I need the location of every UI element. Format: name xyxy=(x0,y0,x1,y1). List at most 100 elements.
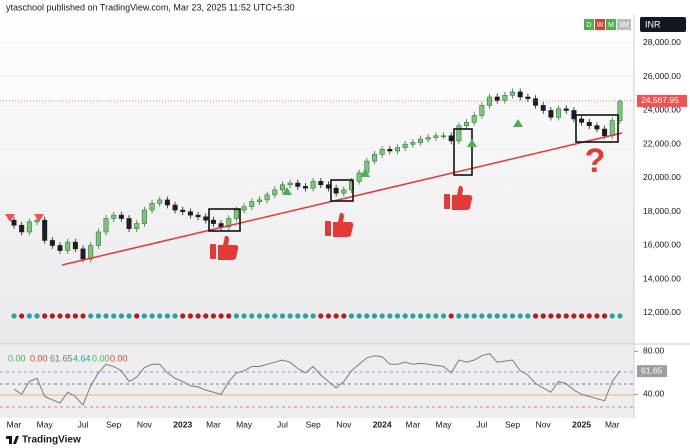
candle-body xyxy=(226,218,232,228)
candle-body xyxy=(118,214,124,219)
signal-dot xyxy=(486,313,493,319)
rsi-label: 61.65 xyxy=(641,365,663,375)
candle-body xyxy=(479,105,485,116)
signal-dot xyxy=(149,313,155,319)
readout: 4.64 xyxy=(73,353,91,363)
signal-dot xyxy=(302,313,309,319)
signal-dot xyxy=(72,313,78,319)
interval-buttons: D W M 3M xyxy=(584,19,631,30)
candle-body xyxy=(325,184,331,189)
x-tick-label: Mar xyxy=(406,419,421,429)
sell-signals xyxy=(5,214,44,222)
candle-body xyxy=(111,214,117,219)
candle-body xyxy=(95,231,101,246)
x-tick-label: 2024 xyxy=(373,419,392,429)
candle-body xyxy=(241,206,247,211)
readout: 61.65 xyxy=(50,353,73,363)
y-tick-label: 26,000.00 xyxy=(643,71,681,81)
logo-icon xyxy=(6,436,19,444)
currency-box[interactable] xyxy=(640,17,686,32)
candle-body xyxy=(302,186,308,189)
candle-body xyxy=(525,96,531,99)
x-tick-label: Jul xyxy=(78,419,89,429)
signal-dot xyxy=(279,313,286,319)
candle-body xyxy=(180,209,186,213)
candle-body xyxy=(579,118,585,123)
candle-body xyxy=(203,216,209,221)
candle-body xyxy=(617,100,623,121)
signal-dot xyxy=(49,313,55,319)
up-triangle xyxy=(467,139,477,147)
up-triangle xyxy=(360,169,370,177)
x-tick-label: Mar xyxy=(206,419,221,429)
candle-body xyxy=(517,91,523,98)
signal-dot xyxy=(348,313,355,319)
interval-button[interactable] xyxy=(606,19,616,30)
x-tick-label: Sep xyxy=(505,419,520,429)
candle-body xyxy=(540,105,546,111)
signal-dot xyxy=(80,313,86,319)
box xyxy=(575,114,619,143)
candle-body xyxy=(272,189,278,196)
signal-dot xyxy=(494,313,500,319)
y-tick-label: 24,000.00 xyxy=(643,105,681,115)
signal-dot xyxy=(218,313,224,319)
x-tick-label: 2025 xyxy=(572,419,591,429)
candle-body xyxy=(464,121,470,126)
interval-button[interactable] xyxy=(595,19,605,30)
candle-body xyxy=(295,182,301,187)
signal-dot xyxy=(210,313,217,319)
trendline xyxy=(61,132,623,266)
candle-body xyxy=(19,224,25,233)
candle-body xyxy=(510,91,516,96)
signal-dot xyxy=(164,313,170,319)
signal-dot xyxy=(555,313,562,319)
rsi-pane xyxy=(0,345,634,418)
signal-dot xyxy=(509,313,516,319)
signal-dot xyxy=(601,313,608,319)
signal-dot xyxy=(525,313,531,319)
candle-body xyxy=(149,203,155,211)
signal-dot xyxy=(287,313,293,319)
candle-body xyxy=(287,182,293,186)
rsi-readout: 0.00 0.00 61.65 4.64 0.00 0.00 xyxy=(8,353,128,363)
candle-body xyxy=(548,110,554,118)
interval-button[interactable] xyxy=(584,19,594,30)
signal-dot xyxy=(440,313,447,319)
rsi-tag xyxy=(637,365,667,378)
signal-dot xyxy=(563,313,569,319)
interval-button[interactable] xyxy=(617,19,631,30)
x-tick-label: Nov xyxy=(336,419,352,429)
candle-body xyxy=(49,240,55,246)
signal-dot xyxy=(410,313,416,319)
candle-body xyxy=(26,221,32,233)
last-price-tag xyxy=(637,94,687,107)
readout: 0.00 xyxy=(30,353,48,363)
candle-body xyxy=(471,115,477,123)
signal-dot xyxy=(111,313,117,319)
candle-body xyxy=(563,108,569,111)
x-tick-label: May xyxy=(236,419,253,429)
candle-body xyxy=(418,138,424,143)
signal-dot xyxy=(394,313,401,319)
candle-body xyxy=(72,241,78,250)
signal-dot xyxy=(295,313,301,319)
signal-dot xyxy=(456,313,462,319)
signal-dot xyxy=(157,313,163,319)
signal-dot xyxy=(387,313,393,319)
signal-dot xyxy=(433,313,439,319)
candle-body xyxy=(187,211,193,216)
question-mark: ? xyxy=(585,142,606,180)
buy-signals xyxy=(282,119,523,195)
signal-dot xyxy=(180,313,186,319)
candle-body xyxy=(425,137,431,140)
readout: 0.00 xyxy=(8,353,26,363)
signal-dot xyxy=(103,313,109,319)
signal-dot xyxy=(88,313,94,319)
signal-dot xyxy=(233,313,240,319)
y-tick-label: 12,000.00 xyxy=(643,307,681,317)
signal-dot xyxy=(448,313,454,319)
signal-dot xyxy=(356,313,362,319)
y-tick-label: 28,000.00 xyxy=(643,37,681,47)
